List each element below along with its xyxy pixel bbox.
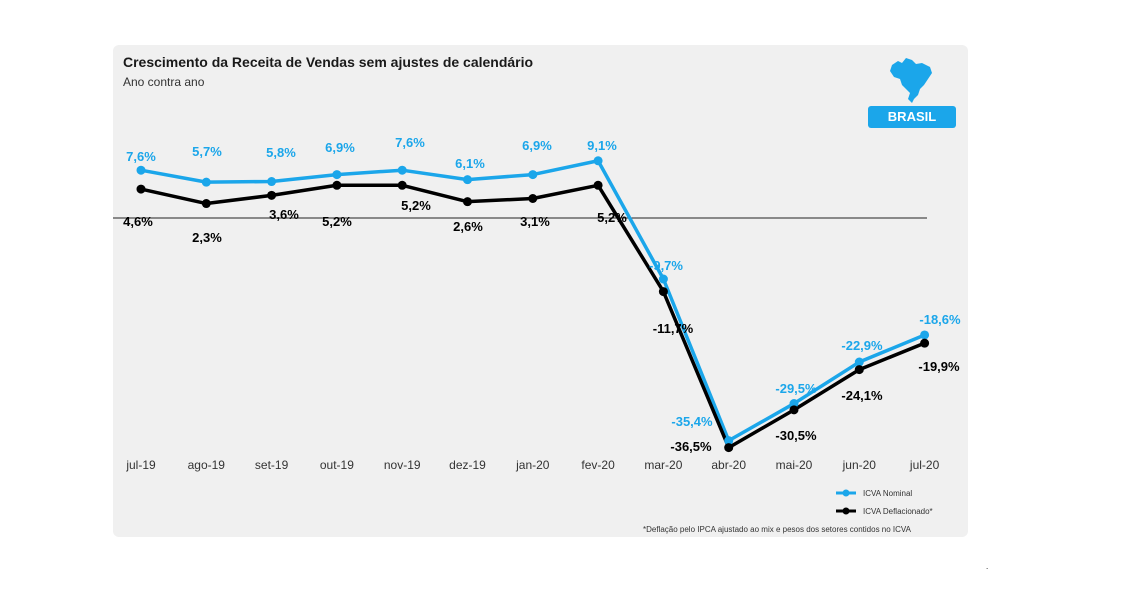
data-label: -22,9%	[841, 338, 883, 353]
x-tick-label: set-19	[255, 458, 289, 472]
data-label: 5,2%	[322, 214, 352, 229]
data-label: 6,9%	[522, 138, 552, 153]
data-label: 4,6%	[123, 214, 153, 229]
data-point	[397, 165, 407, 175]
data-point	[267, 190, 277, 200]
legend-label: ICVA Deflacionado*	[863, 507, 933, 516]
data-point	[136, 184, 146, 194]
data-point	[789, 399, 799, 409]
data-point	[463, 175, 472, 185]
data-label: 5,2%	[401, 198, 431, 213]
data-label: 5,2%	[597, 210, 627, 225]
data-point	[658, 274, 668, 284]
data-point	[136, 165, 146, 175]
x-tick-label: dez-19	[449, 458, 486, 472]
stray-dot: .	[986, 562, 989, 571]
data-point	[397, 180, 407, 190]
data-point	[920, 330, 930, 340]
data-point	[724, 436, 734, 446]
brazil-map-icon	[890, 58, 932, 103]
data-label: -35,4%	[671, 414, 713, 429]
data-point	[854, 357, 864, 367]
data-label: -9,7%	[649, 258, 683, 273]
data-label: -24,1%	[841, 388, 883, 403]
data-point	[789, 405, 799, 415]
data-label: -19,9%	[918, 359, 960, 374]
data-label: -36,5%	[670, 439, 712, 454]
data-label: 2,3%	[192, 230, 222, 245]
x-tick-label: mar-20	[644, 458, 682, 472]
data-label: 5,7%	[192, 144, 222, 159]
x-tick-label: fev-20	[581, 458, 615, 472]
data-point	[593, 156, 603, 166]
data-label: 6,9%	[325, 140, 355, 155]
x-tick-label: mai-20	[776, 458, 813, 472]
data-point	[920, 338, 930, 348]
x-tick-label: jul-20	[909, 458, 940, 472]
data-label: 9,1%	[587, 138, 617, 153]
x-tick-label: jul-19	[125, 458, 156, 472]
data-label: 6,1%	[455, 156, 485, 171]
x-tick-label: jun-20	[842, 458, 877, 472]
data-label: 5,8%	[266, 145, 296, 160]
x-tick-label: abr-20	[711, 458, 746, 472]
data-point	[463, 197, 472, 207]
data-point	[267, 177, 277, 187]
data-point	[332, 180, 342, 190]
data-label: 2,6%	[453, 219, 483, 234]
x-tick-label: out-19	[320, 458, 354, 472]
data-label: -30,5%	[775, 428, 817, 443]
data-point	[201, 177, 211, 187]
chart-title: Crescimento da Receita de Vendas sem aju…	[123, 54, 534, 70]
footnote: *Deflação pelo IPCA ajustado ao mix e pe…	[643, 525, 912, 534]
data-label: 7,6%	[126, 149, 156, 164]
data-point	[201, 199, 211, 209]
data-label: -18,6%	[919, 312, 961, 327]
brasil-badge: BRASIL	[868, 106, 956, 128]
legend-label: ICVA Nominal	[863, 489, 912, 498]
legend-swatch-dot	[842, 489, 850, 497]
data-point	[658, 287, 668, 297]
legend-swatch-dot	[842, 507, 850, 515]
x-tick-label: nov-19	[384, 458, 421, 472]
data-point	[528, 170, 538, 180]
x-tick-label: jan-20	[515, 458, 550, 472]
data-point	[724, 443, 734, 453]
chart-subtitle: Ano contra ano	[123, 75, 205, 89]
data-label: -11,7%	[653, 321, 694, 336]
data-point	[593, 180, 603, 190]
data-label: -29,5%	[775, 381, 817, 396]
data-label: 3,6%	[269, 207, 299, 222]
data-label: 7,6%	[395, 135, 425, 150]
data-point	[332, 170, 342, 180]
data-label: 3,1%	[520, 214, 550, 229]
data-point	[528, 194, 538, 204]
x-tick-label: ago-19	[188, 458, 226, 472]
chart-card	[113, 45, 968, 537]
data-point	[854, 365, 864, 375]
